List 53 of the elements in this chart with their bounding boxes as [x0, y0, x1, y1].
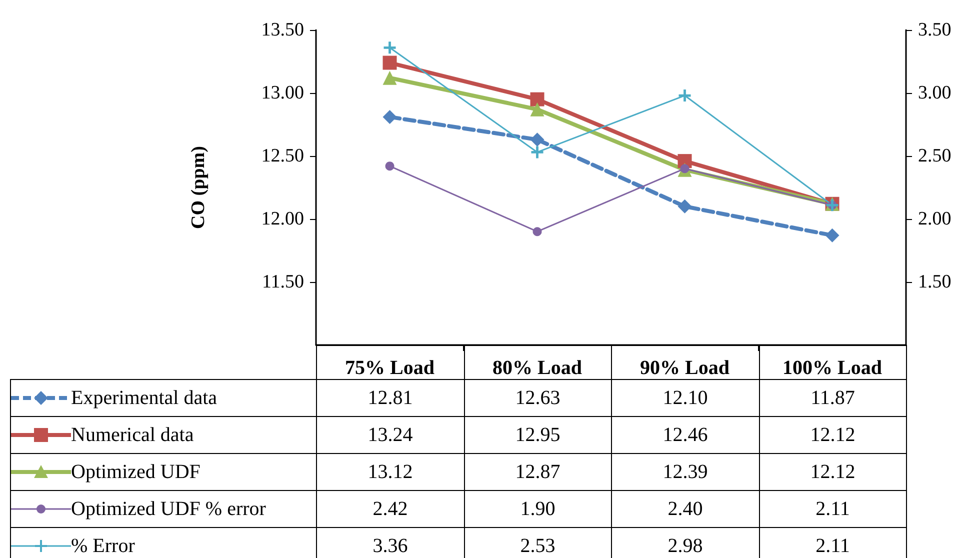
y2-tick-label: 2.50 [918, 146, 952, 166]
x-tick-label: 100% Load [782, 357, 882, 379]
y2-tick-label: 3.50 [918, 20, 952, 40]
data-label: 13.12 [316, 454, 464, 490]
point [385, 162, 394, 171]
data-label: 12.46 [612, 416, 759, 454]
data-label: 12.39 [612, 454, 759, 490]
data-label: 1.90 [464, 490, 612, 528]
data-label: 2.53 [464, 528, 612, 558]
data-label: 3.36 [316, 528, 464, 558]
y2-tick-label: 2.00 [918, 208, 952, 230]
data-label: 13.24 [316, 416, 464, 454]
legend-label: % Error [71, 534, 135, 557]
point [531, 146, 544, 158]
data-label: 11.87 [759, 380, 906, 416]
point [530, 132, 544, 147]
x-tick-label: 80% Load [492, 357, 582, 379]
point [382, 56, 397, 70]
data-label: 12.95 [464, 416, 612, 454]
data-label: 2.40 [612, 490, 759, 528]
point [532, 227, 542, 236]
point [384, 42, 396, 54]
data-label: 12.12 [759, 454, 906, 490]
y-tick-label: 11.50 [262, 272, 304, 292]
point [382, 110, 397, 124]
point [530, 102, 544, 116]
data-label: 2.42 [316, 490, 464, 528]
legend-label: Optimized UDF % error [71, 498, 266, 520]
y-tick-label: 12.50 [261, 146, 304, 166]
y-tick-label: 13.50 [261, 20, 304, 40]
point [382, 70, 397, 85]
legend-label: Optimized UDF [71, 460, 200, 483]
data-label: 2.98 [612, 528, 759, 558]
data-label: 12.63 [464, 380, 612, 416]
data-label: 2.11 [759, 528, 906, 558]
point [825, 228, 840, 242]
data-label: 12.87 [464, 454, 612, 490]
legend-label: Numerical data [71, 424, 194, 446]
data-label: 12.81 [316, 380, 464, 416]
data-label: 12.10 [612, 380, 759, 416]
point [678, 199, 692, 214]
y2-tick-label: 1.50 [918, 272, 952, 292]
legend-label: Experimental data [71, 386, 218, 409]
point [678, 90, 691, 102]
y-axis-title: CO (ppm) [188, 146, 209, 229]
point [530, 92, 544, 106]
y-tick-label: 12.00 [261, 208, 304, 230]
x-tick-label: 90% Load [640, 357, 730, 379]
data-label: 12.12 [759, 416, 906, 454]
y-tick-label: 13.00 [261, 82, 304, 104]
y2-tick-label: 3.00 [918, 82, 952, 104]
data-label: 2.11 [759, 490, 906, 528]
x-tick-label: 75% Load [345, 357, 434, 379]
